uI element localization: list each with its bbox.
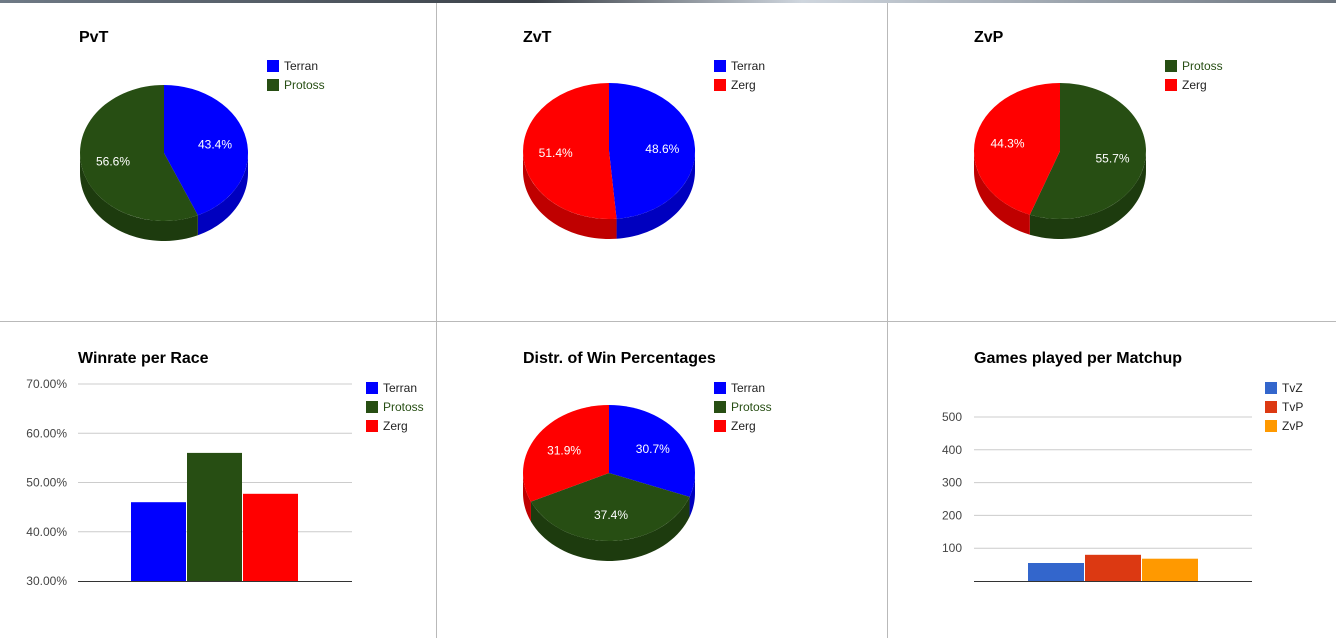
chart-panel-pvt: PvT 43.4% 56.6% Terran Protoss (0, 3, 436, 321)
chart-title-4: Distr. of Win Percentages (523, 350, 716, 367)
legend-label-protoss: Protoss (383, 400, 424, 414)
pie-slice-zerg (973, 83, 1060, 215)
legend-swatch-zerg (714, 420, 726, 432)
pie-side-protoss (1029, 151, 1146, 239)
legend-swatch-zvp (1265, 420, 1277, 432)
pie-side-protoss (530, 496, 690, 561)
slice-label-protoss: 56.6% (96, 155, 130, 169)
chart-panel-games: Games played per Matchup 100 200 300 400 500 T… (888, 322, 1336, 638)
legend-label-terran: Terran (383, 381, 417, 395)
chart-title-5: Games played per Matchup (974, 350, 1182, 367)
bar-zvp (1142, 558, 1198, 581)
bar-tvz (1028, 563, 1084, 581)
legend-swatch-tvp (1265, 401, 1277, 413)
window-top-bar (0, 0, 1336, 3)
y-tick-40-00: 40.00% (26, 525, 67, 539)
panel-divider-vertical-2 (887, 3, 888, 638)
legend-label-tvz: TvZ (1282, 381, 1303, 395)
pie-slice-protoss (80, 85, 198, 221)
pie-side-terran (616, 151, 695, 239)
legend-label-terran: Terran (731, 59, 765, 73)
pie-side-terran (689, 473, 695, 517)
legend-swatch-protoss (1165, 60, 1177, 72)
winrate-bar-chart: Winrate per Race 30.00% 40.00% 50.00% 60.00%… (26, 350, 424, 588)
legend-label-protoss: Protoss (284, 78, 325, 92)
slice-label-terran: 30.7% (636, 442, 670, 456)
bar-terran (131, 502, 186, 581)
chart-panel-winrate: Winrate per Race 30.00% 40.00% 50.00% 60.00%… (0, 322, 436, 638)
zvt-pie-chart: ZvT 48.6% 51.4% Terran Zerg (523, 29, 765, 239)
pie-side-protoss (80, 153, 198, 241)
pie-slice-terran (609, 82, 696, 219)
legend-label-zerg: Zerg (731, 78, 756, 92)
pie-slice-terran (164, 85, 249, 216)
y-tick-100: 100 (942, 541, 962, 555)
pie-slice-protoss (1029, 83, 1146, 219)
y-tick-400: 400 (942, 443, 962, 457)
legend-label-protoss: Protoss (731, 400, 772, 414)
legend-label-protoss: Protoss (1182, 59, 1223, 73)
legend-swatch-protoss (366, 401, 378, 413)
chart-panel-zvt: ZvT 48.6% 51.4% Terran Zerg (437, 3, 887, 321)
legend-label-terran: Terran (284, 59, 318, 73)
legend-swatch-protoss (714, 401, 726, 413)
pie-slice-zerg (523, 83, 617, 219)
pie-side-zerg (523, 473, 531, 522)
legend-swatch-terran (366, 382, 378, 394)
legend-label-tvp: TvP (1282, 400, 1303, 414)
y-tick-70-00: 70.00% (26, 377, 67, 391)
slice-label-terran: 48.6% (645, 142, 679, 156)
games-bar-chart: Games played per Matchup 100 200 300 400 500 T… (942, 350, 1303, 582)
bar-protoss (187, 452, 242, 581)
legend-swatch-terran (267, 60, 279, 72)
y-tick-500: 500 (942, 410, 962, 424)
pie-slice-terran (609, 405, 695, 497)
chart-title-3: Winrate per Race (78, 350, 209, 367)
slice-label-protoss: 37.4% (594, 508, 628, 522)
legend-swatch-zerg (1165, 79, 1177, 91)
pvt-pie-chart: PvT 43.4% 56.6% Terran Protoss (79, 29, 325, 241)
bar-zerg (243, 493, 298, 581)
panel-divider-vertical-1 (436, 3, 437, 638)
legend-label-zerg: Zerg (731, 419, 756, 433)
chart-title-1: ZvT (523, 29, 552, 46)
slice-label-zerg: 44.3% (990, 137, 1024, 151)
legend-label-zerg: Zerg (383, 419, 408, 433)
distribution-pie-chart: Distr. of Win Percentages 30.7% 37.4% 31.9%… (523, 350, 772, 561)
pie-side-zerg (523, 151, 617, 239)
slice-label-terran: 43.4% (198, 137, 232, 151)
pie-slice-zerg (523, 405, 609, 502)
legend-swatch-tvz (1265, 382, 1277, 394)
y-tick-300: 300 (942, 476, 962, 490)
y-tick-200: 200 (942, 508, 962, 522)
legend-swatch-protoss (267, 79, 279, 91)
chart-panel-zvp: ZvP 55.7% 44.3% Protoss Zerg (888, 3, 1336, 321)
bar-tvp (1085, 554, 1141, 581)
y-tick-60-00: 60.00% (26, 426, 67, 440)
legend-swatch-zerg (366, 420, 378, 432)
legend-swatch-terran (714, 60, 726, 72)
legend-swatch-terran (714, 382, 726, 394)
zvp-pie-chart: ZvP 55.7% 44.3% Protoss Zerg (973, 29, 1223, 239)
legend-swatch-zerg (714, 79, 726, 91)
pie-side-zerg (974, 151, 1030, 235)
slice-label-protoss: 55.7% (1095, 152, 1129, 166)
pie-slice-protoss (530, 473, 690, 541)
chart-title-2: ZvP (974, 29, 1004, 46)
panel-divider-horizontal (0, 321, 1336, 322)
slice-label-zerg: 51.4% (539, 146, 573, 160)
y-tick-50-00: 50.00% (26, 476, 67, 490)
slice-label-zerg: 31.9% (547, 443, 581, 457)
legend-label-zvp: ZvP (1282, 419, 1303, 433)
chart-title-0: PvT (79, 29, 109, 46)
chart-panel-distribution: Distr. of Win Percentages 30.7% 37.4% 31.9%… (437, 322, 887, 638)
y-tick-30-00: 30.00% (26, 574, 67, 588)
legend-label-terran: Terran (731, 381, 765, 395)
legend-label-zerg: Zerg (1182, 78, 1207, 92)
pie-side-terran (197, 153, 248, 236)
